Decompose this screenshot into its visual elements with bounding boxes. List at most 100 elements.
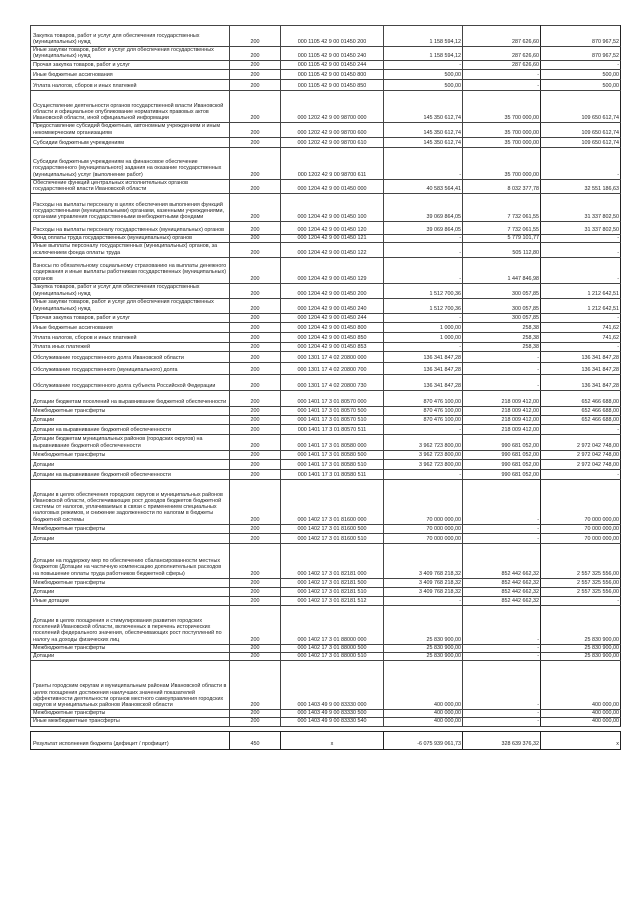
row-approved-amount: 70 000 000,00: [383, 532, 463, 544]
row-executed-amount: 852 442 662,32: [462, 586, 541, 597]
table-row: Гранты городским округам и муниципальным…: [30, 660, 621, 711]
row-budget-code: 000 1204 42 9 00 01450 122: [280, 242, 384, 258]
row-approved-amount: -: [383, 146, 463, 180]
row-unexecuted-amount: 741,62: [540, 331, 621, 343]
row-executed-amount: -: [462, 660, 541, 711]
row-description: Дотации: [30, 532, 230, 544]
row-description: Гранты городским округам и муниципальным…: [30, 660, 230, 711]
row-approved-amount: 145 350 612,74: [383, 136, 463, 148]
row-description: Обслуживание государственного (муниципал…: [30, 361, 230, 375]
table-row: Прочая закупка товаров, работ и услуг 200…: [30, 60, 621, 71]
table-row: Межбюджетные трансферты 200 000 1403 49 9 …: [30, 709, 621, 719]
row-line-code: 200: [229, 256, 281, 284]
row-approved-amount: 25 830 900,00: [383, 652, 463, 662]
row-description: Иные закупки товаров, работ и услуг для …: [30, 297, 230, 314]
row-executed-amount: 287 626,60: [462, 25, 541, 47]
row-description: Расходы на выплаты персоналу в целях обе…: [30, 193, 230, 223]
row-budget-code: 000 1402 17 3 01 88000 500: [280, 643, 384, 654]
row-approved-amount: -: [383, 60, 463, 71]
row-budget-code: 000 1402 17 3 01 82181 000: [280, 542, 384, 579]
table-row: Фонд оплаты труда государственных (муниц…: [30, 234, 621, 244]
row-unexecuted-amount: 136 341 847,28: [540, 361, 621, 375]
row-executed-amount: 300 057,85: [462, 312, 541, 323]
row-budget-code: 000 1402 17 3 01 81600 000: [280, 478, 384, 525]
table-row: Иные закупки товаров, работ и услуг для …: [30, 297, 621, 314]
row-description: Осуществление деятельности органов госуд…: [30, 90, 230, 124]
table-row: Иные выплаты персоналу государственных (…: [30, 242, 621, 258]
table-row: Дотации в целях обеспечения городских ок…: [30, 478, 621, 525]
row-unexecuted-amount: 2 557 325 556,00: [540, 586, 621, 597]
row-executed-amount: -: [462, 532, 541, 544]
row-line-code: 200: [229, 405, 281, 416]
row-approved-amount: 3 409 768 218,32: [383, 586, 463, 597]
row-budget-code: 000 1204 42 9 00 01450 000: [280, 178, 384, 195]
row-unexecuted-amount: 2 557 325 556,00: [540, 577, 621, 588]
row-line-code: 200: [229, 234, 281, 244]
row-unexecuted-amount: 500,00: [540, 79, 621, 92]
row-line-code: 200: [229, 478, 281, 525]
row-description: Субсидии бюджетным учреждениям: [30, 136, 230, 148]
row-approved-amount: 136 341 847,28: [383, 350, 463, 363]
row-unexecuted-amount: 25 830 900,00: [540, 604, 621, 645]
row-budget-code: 000 1202 42 9 00 98700 610: [280, 136, 384, 148]
row-approved-amount: 40 583 564,41: [383, 178, 463, 195]
row-description: Дотации на выравнивание бюджетной обеспе…: [30, 423, 230, 435]
table-row: Дотации в целях поощрения и стимулирован…: [30, 604, 621, 645]
row-approved-amount: 1 158 594,12: [383, 45, 463, 62]
row-description: Закупка товаров, работ и услуг для обесп…: [30, 282, 230, 299]
row-unexecuted-amount: -: [540, 468, 621, 480]
table-row: Дотации 200 000 1401 17 3 01 80570 510 870 …: [30, 414, 621, 425]
row-approved-amount: 870 476 100,00: [383, 389, 463, 407]
row-approved-amount: -: [383, 242, 463, 258]
table-row: Расходы на выплаты персоналу в целях обе…: [30, 193, 621, 223]
row-executed-amount: 505 112,80: [462, 242, 541, 258]
row-unexecuted-amount: 870 967,52: [540, 45, 621, 62]
row-description: Дотации на поддержку мер по обеспечению …: [30, 542, 230, 579]
table-row: Иные дотации 200 000 1402 17 3 01 82181 51…: [30, 595, 621, 606]
table-row: Дотации 200 000 1402 17 3 01 81600 510 70 0…: [30, 532, 621, 544]
row-budget-code: x: [280, 730, 384, 750]
row-approved-amount: 25 830 900,00: [383, 604, 463, 645]
row-unexecuted-amount: 2 972 042 748,00: [540, 433, 621, 451]
row-description: Взносы по обязательному социальному стра…: [30, 256, 230, 284]
row-executed-amount: -: [462, 361, 541, 375]
table-row: Субсидии бюджетным учреждениям на финанс…: [30, 146, 621, 180]
row-budget-code: 000 1402 17 3 01 81600 510: [280, 532, 384, 544]
row-budget-code: 000 1105 42 9 00 01450 800: [280, 69, 384, 81]
row-executed-amount: 35 700 000,00: [462, 146, 541, 180]
row-line-code: 200: [229, 122, 281, 138]
table-row: Межбюджетные трансферты 200 000 1402 17 3 …: [30, 523, 621, 534]
row-executed-amount: 287 626,60: [462, 45, 541, 62]
table-row: Иные бюджетные ассигнования 200 000 1204 4…: [30, 321, 621, 333]
row-approved-amount: -: [383, 468, 463, 480]
table-row: Осуществление деятельности органов госуд…: [30, 90, 621, 124]
row-description: Межбюджетные трансферты: [30, 643, 230, 654]
row-budget-code: 000 1402 17 3 01 88000 000: [280, 604, 384, 645]
row-unexecuted-amount: -: [540, 423, 621, 435]
row-line-code: 200: [229, 60, 281, 71]
row-approved-amount: 400 000,00: [383, 660, 463, 711]
row-executed-amount: -: [462, 643, 541, 654]
row-description: Дотации в целях поощрения и стимулирован…: [30, 604, 230, 645]
row-unexecuted-amount: 652 466 688,00: [540, 389, 621, 407]
row-unexecuted-amount: 2 972 042 748,00: [540, 449, 621, 460]
row-approved-amount: 25 830 900,00: [383, 643, 463, 654]
row-executed-amount: -: [462, 79, 541, 92]
row-budget-code: 000 1403 49 9 00 83330 000: [280, 660, 384, 711]
row-budget-code: 000 1204 42 9 00 01450 100: [280, 193, 384, 223]
row-description: Иные бюджетные ассигнования: [30, 321, 230, 333]
row-approved-amount: 39 069 864,05: [383, 193, 463, 223]
row-budget-code: 000 1204 42 9 00 01450 129: [280, 256, 384, 284]
row-budget-code: 000 1204 42 9 00 01450 120: [280, 221, 384, 236]
row-unexecuted-amount: x: [540, 730, 621, 750]
row-line-code: 200: [229, 717, 281, 727]
row-description: Межбюджетные трансферты: [30, 577, 230, 588]
row-executed-amount: 7 732 061,55: [462, 221, 541, 236]
row-description: Иные бюджетные ассигнования: [30, 69, 230, 81]
row-executed-amount: 258,38: [462, 331, 541, 343]
row-executed-amount: 990 681 052,00: [462, 458, 541, 470]
row-description: Межбюджетные трансферты: [30, 449, 230, 460]
row-line-code: 200: [229, 389, 281, 407]
row-line-code: 200: [229, 321, 281, 333]
row-unexecuted-amount: -: [540, 146, 621, 180]
